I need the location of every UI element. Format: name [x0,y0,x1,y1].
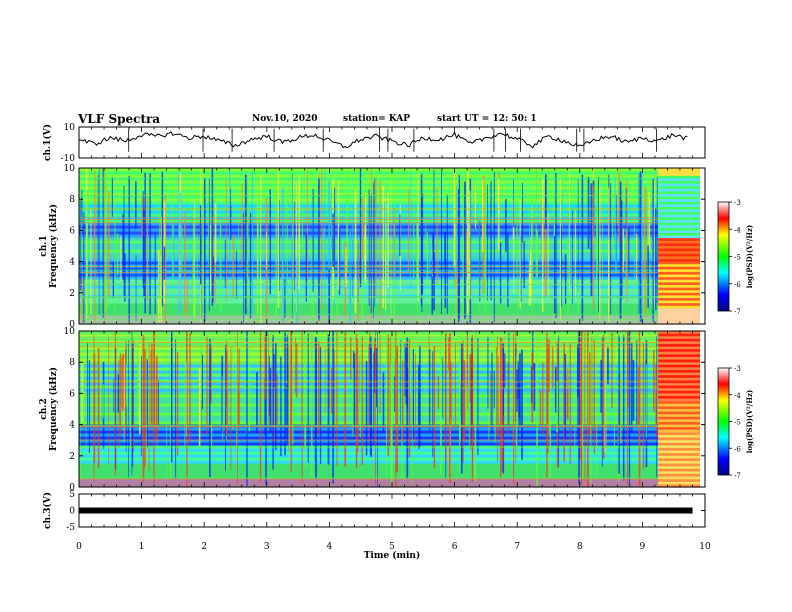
y-tick-label: -5 [66,523,75,533]
station-label: station= KAP [343,114,411,124]
x-tick-label: 9 [640,542,646,552]
figure-title: VLF Spectra [78,112,161,126]
x-tick-label: 6 [452,542,458,552]
colorbar-tick-label: -6 [734,281,741,289]
x-tick-label: 10 [699,542,711,552]
y-tick-label: 0 [69,507,75,517]
colorbar-tick-label: -5 [734,419,741,427]
colorbar-tick-label: -3 [734,199,741,207]
spectrogram-image [79,331,706,488]
y-tick-label: 4 [69,258,75,268]
date-label: Nov.10, 2020 [252,114,318,124]
y-tick-label: 2 [69,452,75,462]
y-tick-label: 2 [69,289,75,299]
colorbar-tick-label: -7 [734,472,741,480]
y-tick-label: 10 [64,123,76,133]
y-axis-label: Frequency (kHz) [48,367,59,451]
y-tick-label: 5 [69,490,75,500]
y-tick-label: 8 [69,195,75,205]
y-tick-label: 0 [69,320,75,330]
colorbar-tick-label: -7 [734,308,741,316]
y-tick-label: 10 [64,327,76,337]
ch1-series-line [78,131,688,149]
colorbar-tick-label: -4 [734,226,741,234]
y-axis-label: ch.1(V) [42,124,53,161]
x-tick-label: 7 [514,542,520,552]
colorbar-label: log(PSD)(V²/Hz) [745,390,754,454]
colorbar [717,201,730,312]
y-tick-label: 6 [69,389,75,399]
y-tick-label: 8 [69,358,75,368]
y-tick-label: 10 [64,164,76,174]
colorbar-tick-label: -5 [734,254,741,262]
colorbar-label: log(PSD)(V²/Hz) [745,225,754,289]
x-tick-label: 2 [201,542,207,552]
start-time-label: start UT = 12: 50: 1 [437,114,537,124]
x-tick-label: 8 [577,542,583,552]
x-tick-label: 3 [264,542,270,552]
y-tick-label: 4 [69,421,75,431]
x-axis-label: Time (min) [364,550,421,561]
y-axis-label: Frequency (kHz) [48,204,59,288]
colorbar-tick-label: -4 [734,392,741,400]
x-tick-label: 4 [327,542,333,552]
y-tick-label: 0 [69,483,75,493]
y-axis-label: ch.3(V) [42,492,53,529]
colorbar [717,367,730,476]
colorbar-tick-label: -6 [734,445,741,453]
y-tick-label: 6 [69,226,75,236]
x-tick-label: 0 [76,542,82,552]
x-tick-label: 5 [389,542,395,552]
y-axis-label: ch.1 [39,235,49,256]
x-tick-label: 1 [139,542,145,552]
y-axis-label: ch.2 [39,398,49,419]
spectrogram-image [79,168,706,325]
y-tick-label: -10 [61,154,76,164]
colorbar-tick-label: -3 [734,365,741,373]
